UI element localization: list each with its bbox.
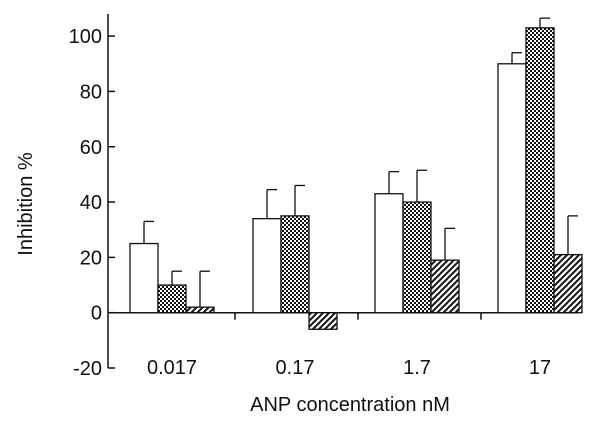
bar	[308, 312, 338, 330]
bar	[185, 306, 215, 314]
y-tick-label: 100	[69, 26, 102, 48]
bar	[402, 201, 432, 314]
x-tick-label: 0.017	[147, 357, 197, 379]
labels: ANP concentration nM Inhibition %	[15, 152, 450, 416]
bar	[430, 259, 460, 314]
bars	[129, 17, 583, 330]
bar	[129, 242, 159, 314]
bar	[280, 215, 310, 314]
y-tick-label: 80	[80, 81, 102, 103]
bar	[374, 193, 404, 314]
x-tick-label: 17	[529, 357, 551, 379]
y-tick-label: 40	[80, 192, 102, 214]
bar	[525, 27, 555, 314]
x-axis-label: ANP concentration nM	[250, 394, 450, 416]
bar	[497, 63, 527, 314]
x-tick-label: 1.7	[403, 357, 431, 379]
y-tick-label: 20	[80, 247, 102, 269]
bar	[252, 218, 282, 314]
axes: -20 0 20 40 60 80 100 0.017 0.17 1.7 17	[69, 14, 578, 380]
bar	[157, 284, 187, 314]
bar	[553, 253, 583, 314]
x-tick-label: 0.17	[276, 357, 315, 379]
y-tick-label: 0	[91, 303, 102, 325]
y-axis-label: Inhibition %	[15, 152, 37, 256]
y-tick-label: 60	[80, 137, 102, 159]
y-tick-label: -20	[73, 358, 102, 380]
